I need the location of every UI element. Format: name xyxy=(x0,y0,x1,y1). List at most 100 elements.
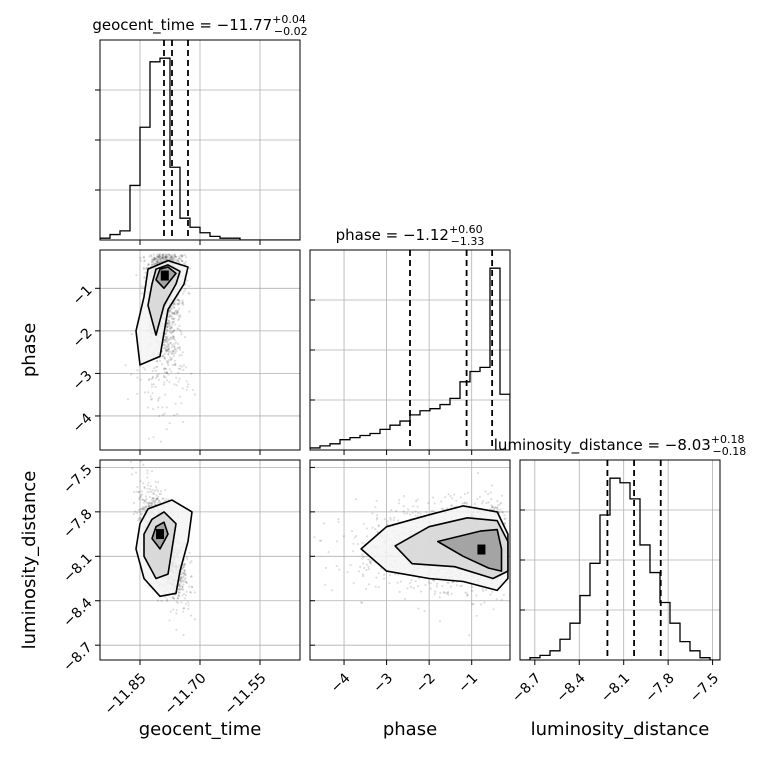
sample-point xyxy=(141,498,145,501)
sample-point xyxy=(442,507,445,510)
histogram-phase xyxy=(310,267,510,450)
sample-point xyxy=(342,535,345,538)
sample-point xyxy=(158,257,161,260)
sample-point xyxy=(479,603,483,606)
sample-point xyxy=(181,365,184,368)
sample-point xyxy=(175,384,178,387)
histogram-luminosity_distance xyxy=(520,477,720,660)
sample-point xyxy=(503,517,506,521)
sample-point xyxy=(140,490,143,493)
sample-point xyxy=(346,571,349,574)
sample-point xyxy=(181,451,183,453)
sample-point xyxy=(399,580,403,583)
sample-point xyxy=(164,343,167,347)
sample-point xyxy=(464,591,467,594)
sample-point xyxy=(174,341,178,344)
sample-point xyxy=(376,516,379,520)
sample-point xyxy=(169,310,172,313)
sample-point xyxy=(429,582,432,585)
sample-point xyxy=(135,490,138,493)
sample-point xyxy=(182,254,185,257)
title-luminosity_distance: luminosity_distance = −8.03+0.18 −0.18 xyxy=(494,433,746,458)
sample-point xyxy=(185,556,188,559)
sample-point xyxy=(161,406,164,409)
sample-point xyxy=(177,311,180,314)
sample-point xyxy=(134,439,136,441)
sample-point xyxy=(435,582,438,586)
sample-point xyxy=(434,590,437,593)
sample-point xyxy=(170,255,173,258)
sample-point xyxy=(140,507,143,510)
sample-point xyxy=(163,412,166,415)
sample-point xyxy=(156,497,159,500)
sample-point xyxy=(148,501,151,504)
sample-point xyxy=(178,579,181,582)
sample-point xyxy=(159,258,162,261)
sample-point xyxy=(180,330,183,334)
sample-point xyxy=(151,261,155,264)
panel-phase xyxy=(310,250,510,450)
sample-point xyxy=(158,493,161,496)
sample-point xyxy=(181,301,184,304)
sample-point xyxy=(369,561,372,564)
sample-point xyxy=(165,257,168,260)
sample-point xyxy=(489,508,492,511)
sample-point xyxy=(156,260,159,263)
sample-point xyxy=(169,327,172,330)
sample-point xyxy=(146,472,149,475)
sample-point xyxy=(451,497,454,500)
sample-point xyxy=(163,374,166,378)
sample-point xyxy=(177,257,181,260)
density-peak xyxy=(477,544,486,555)
sample-point xyxy=(164,256,167,259)
sample-point xyxy=(179,364,182,367)
sample-point xyxy=(155,258,158,261)
sample-point xyxy=(404,597,407,601)
sample-point xyxy=(147,264,150,267)
sample-point xyxy=(165,371,168,374)
sample-point xyxy=(170,352,173,356)
x-tick-label-geocent_time: −11.55 xyxy=(222,670,270,718)
sample-point xyxy=(184,260,187,263)
sample-point xyxy=(153,499,156,502)
sample-point xyxy=(176,342,180,345)
sample-point xyxy=(169,356,172,359)
sample-point xyxy=(146,484,149,487)
sample-point xyxy=(169,342,172,345)
sample-point xyxy=(172,597,175,601)
sample-point xyxy=(156,501,159,504)
sample-point xyxy=(176,258,179,261)
sample-point xyxy=(179,575,182,578)
sample-point xyxy=(172,329,175,332)
sample-point xyxy=(490,504,493,507)
sample-point xyxy=(156,253,159,256)
sample-point xyxy=(184,602,188,605)
sample-point xyxy=(181,259,184,263)
sample-point xyxy=(144,505,147,508)
sample-point xyxy=(319,539,323,542)
sample-point xyxy=(177,371,180,374)
sample-point xyxy=(174,402,177,405)
sample-point xyxy=(141,509,144,512)
sample-point xyxy=(171,258,174,261)
sample-point xyxy=(139,494,142,497)
sample-point xyxy=(414,510,417,513)
sample-point xyxy=(173,313,176,316)
sample-point xyxy=(150,383,153,386)
sample-point xyxy=(178,299,181,302)
sample-point xyxy=(410,579,413,582)
sample-point xyxy=(178,257,181,260)
sample-point xyxy=(153,263,156,266)
sample-point xyxy=(168,256,171,259)
sample-point xyxy=(183,592,186,595)
sample-point xyxy=(147,391,150,394)
sample-point xyxy=(179,586,182,589)
sample-point xyxy=(173,253,177,256)
sample-point xyxy=(180,576,183,579)
sample-point xyxy=(154,499,158,503)
sample-point xyxy=(180,601,183,604)
sample-point xyxy=(176,347,179,350)
sample-point xyxy=(173,347,176,350)
sample-point xyxy=(330,589,333,592)
sample-point xyxy=(136,369,139,372)
